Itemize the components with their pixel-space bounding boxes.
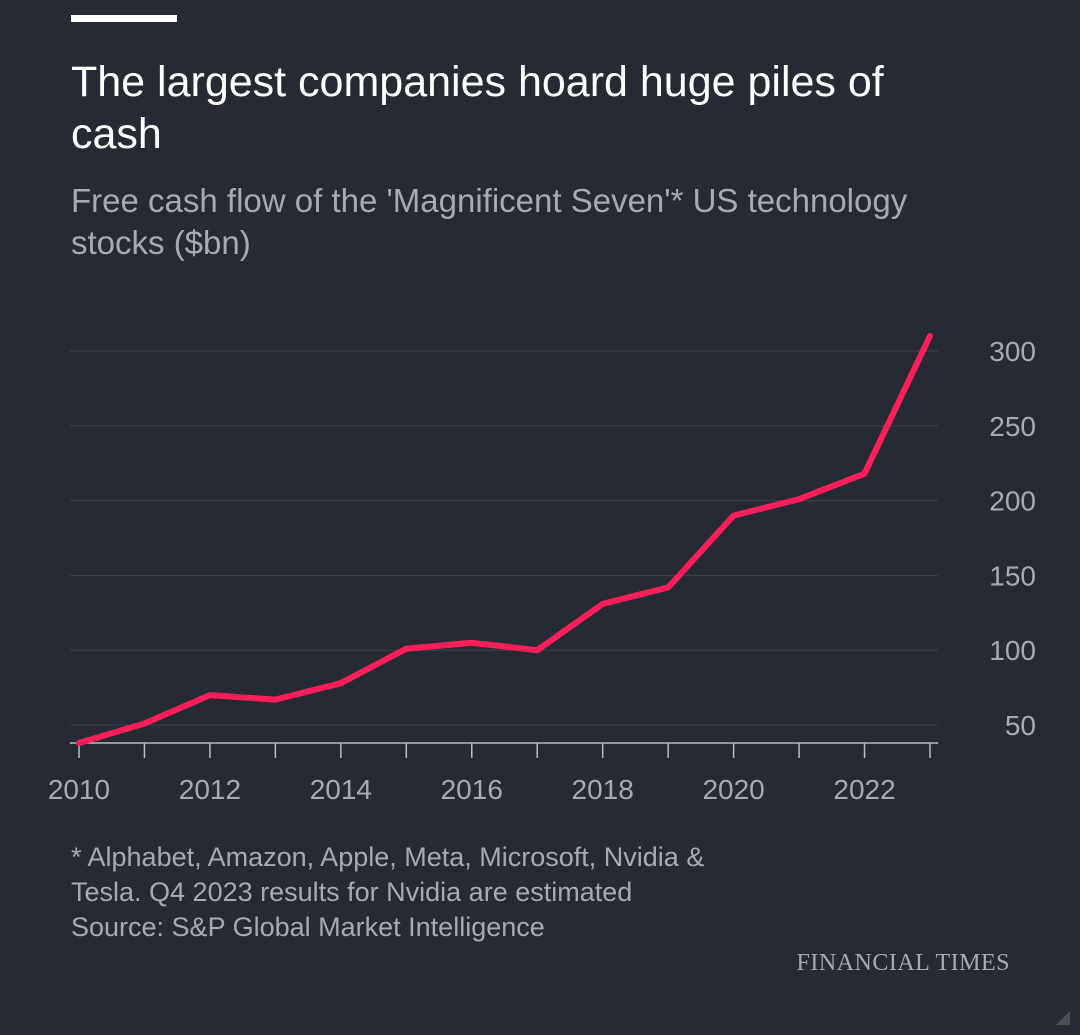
x-tick-label: 2020 [702, 774, 764, 805]
y-tick-label: 250 [989, 411, 1036, 442]
y-tick-label: 200 [989, 486, 1036, 517]
resize-corner-icon [1056, 1011, 1070, 1025]
y-tick-label: 100 [989, 635, 1036, 666]
x-tick-label: 2010 [48, 774, 110, 805]
x-tick-label: 2012 [179, 774, 241, 805]
publisher-logo: FINANCIAL TIMES [796, 950, 1010, 976]
header-rule [71, 15, 177, 22]
series [76, 333, 933, 746]
data-point-2020 [733, 515, 735, 517]
x-tick-labels: 2010 2012 2014 2016 2018 2020 2022 [48, 774, 896, 805]
chart-footnote: * Alphabet, Amazon, Apple, Meta, Microso… [71, 840, 711, 945]
y-axis: 50 100 150 200 250 300 [989, 336, 1036, 741]
data-point-2014 [340, 682, 342, 684]
chart-subtitle: Free cash flow of the 'Magnificent Seven… [71, 182, 908, 261]
data-point-2019 [667, 586, 669, 588]
data-point-2023 [929, 335, 931, 337]
data-point-2017 [536, 649, 538, 651]
data-point-2013 [274, 699, 276, 701]
data-point-2018 [602, 603, 604, 605]
x-tick-label: 2016 [441, 774, 503, 805]
chart-title: The largest companies hoard huge piles o… [71, 58, 884, 158]
x-tick-label: 2022 [833, 774, 895, 805]
data-point-2022 [864, 473, 866, 475]
x-axis [70, 742, 938, 758]
footnote-companies: * Alphabet, Amazon, Apple, Meta, Microso… [71, 842, 705, 907]
data-point-2012 [209, 694, 211, 696]
x-tick-label: 2018 [572, 774, 634, 805]
x-tick-label: 2014 [310, 774, 372, 805]
y-tick-label: 50 [1005, 710, 1036, 741]
y-tick-label: 300 [989, 336, 1036, 367]
data-point-2021 [798, 498, 800, 500]
data-point-2010 [78, 742, 80, 744]
footnote-source: Source: S&P Global Market Intelligence [71, 912, 545, 942]
data-point-2011 [143, 723, 145, 725]
data-point-2015 [405, 648, 407, 650]
data-point-2016 [471, 642, 473, 644]
gridlines [70, 350, 938, 726]
series-line [76, 333, 933, 746]
y-tick-label: 150 [989, 560, 1036, 591]
